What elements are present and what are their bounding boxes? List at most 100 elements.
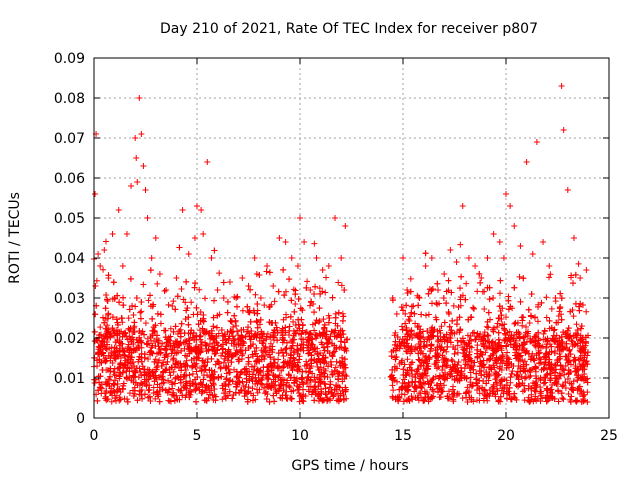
data-point bbox=[539, 395, 546, 402]
data-point bbox=[339, 317, 346, 324]
data-point bbox=[308, 357, 315, 364]
data-point bbox=[424, 336, 431, 343]
data-point bbox=[311, 356, 318, 363]
data-point bbox=[280, 387, 287, 394]
data-point bbox=[152, 342, 159, 349]
data-point bbox=[232, 351, 239, 358]
data-point bbox=[237, 348, 244, 355]
data-point bbox=[532, 373, 539, 379]
data-point bbox=[316, 376, 323, 383]
data-point bbox=[158, 363, 165, 369]
data-point bbox=[404, 290, 411, 297]
data-point bbox=[144, 215, 151, 221]
data-point bbox=[558, 295, 565, 302]
data-point bbox=[131, 368, 138, 375]
data-point bbox=[185, 251, 192, 257]
data-point bbox=[422, 390, 429, 397]
data-point bbox=[266, 319, 273, 326]
data-point bbox=[206, 391, 213, 398]
data-point bbox=[321, 324, 328, 331]
data-point bbox=[147, 398, 154, 405]
data-point bbox=[479, 288, 486, 295]
data-point bbox=[458, 339, 465, 346]
data-point bbox=[119, 345, 126, 352]
data-point bbox=[252, 374, 259, 381]
data-point bbox=[457, 241, 464, 248]
data-point bbox=[551, 395, 558, 402]
data-point bbox=[424, 378, 431, 385]
data-point bbox=[447, 247, 454, 253]
data-point bbox=[503, 191, 509, 197]
data-point bbox=[195, 346, 202, 353]
data-point bbox=[176, 244, 183, 251]
data-point bbox=[555, 388, 562, 395]
data-point bbox=[303, 329, 310, 336]
data-point bbox=[156, 398, 163, 405]
data-point bbox=[192, 387, 199, 394]
data-point bbox=[254, 389, 261, 396]
data-point bbox=[421, 366, 428, 373]
data-point bbox=[248, 363, 255, 370]
data-point bbox=[103, 292, 110, 299]
data-point bbox=[540, 366, 547, 373]
data-point bbox=[148, 255, 155, 261]
data-point bbox=[263, 382, 270, 389]
data-point bbox=[443, 362, 450, 369]
data-point bbox=[295, 295, 302, 302]
data-point bbox=[579, 339, 586, 346]
data-point bbox=[415, 356, 422, 363]
data-point bbox=[525, 350, 532, 357]
data-point bbox=[232, 317, 239, 324]
data-point bbox=[133, 295, 140, 302]
data-point bbox=[519, 317, 526, 324]
data-point bbox=[307, 299, 314, 306]
data-point bbox=[197, 308, 204, 315]
data-point bbox=[210, 323, 217, 330]
data-point bbox=[543, 387, 550, 394]
data-point bbox=[541, 328, 548, 335]
data-point bbox=[412, 394, 419, 401]
data-point bbox=[203, 341, 210, 348]
data-point bbox=[415, 350, 422, 357]
data-point bbox=[469, 382, 476, 389]
data-point bbox=[252, 291, 259, 298]
data-point bbox=[422, 369, 429, 376]
data-point bbox=[532, 388, 539, 395]
data-point bbox=[111, 348, 118, 355]
data-point bbox=[243, 365, 250, 372]
data-point bbox=[214, 312, 221, 319]
data-point bbox=[495, 398, 502, 405]
data-point bbox=[154, 310, 161, 317]
data-point bbox=[486, 356, 493, 363]
data-point bbox=[466, 349, 473, 355]
data-point bbox=[391, 332, 398, 339]
data-point bbox=[283, 382, 290, 389]
data-point bbox=[559, 383, 566, 390]
data-point bbox=[296, 330, 303, 337]
data-point bbox=[232, 383, 239, 390]
data-point bbox=[440, 347, 447, 354]
data-point bbox=[583, 358, 590, 365]
data-point bbox=[270, 392, 277, 399]
data-point bbox=[198, 338, 205, 345]
data-point bbox=[319, 333, 326, 340]
data-point bbox=[303, 358, 310, 365]
data-point bbox=[100, 266, 107, 273]
data-point bbox=[483, 380, 490, 387]
data-point bbox=[420, 363, 427, 369]
data-point bbox=[494, 323, 501, 330]
data-point bbox=[253, 386, 260, 393]
data-point bbox=[425, 290, 432, 297]
data-point bbox=[554, 375, 561, 382]
data-point bbox=[520, 275, 527, 282]
data-point bbox=[390, 374, 397, 381]
data-point bbox=[565, 370, 572, 377]
data-point bbox=[429, 300, 436, 307]
data-point bbox=[224, 357, 231, 364]
data-point bbox=[282, 346, 289, 353]
data-point bbox=[254, 310, 261, 317]
data-point bbox=[211, 386, 218, 393]
data-point bbox=[540, 239, 547, 245]
data-point bbox=[211, 368, 218, 375]
data-point bbox=[411, 388, 418, 395]
